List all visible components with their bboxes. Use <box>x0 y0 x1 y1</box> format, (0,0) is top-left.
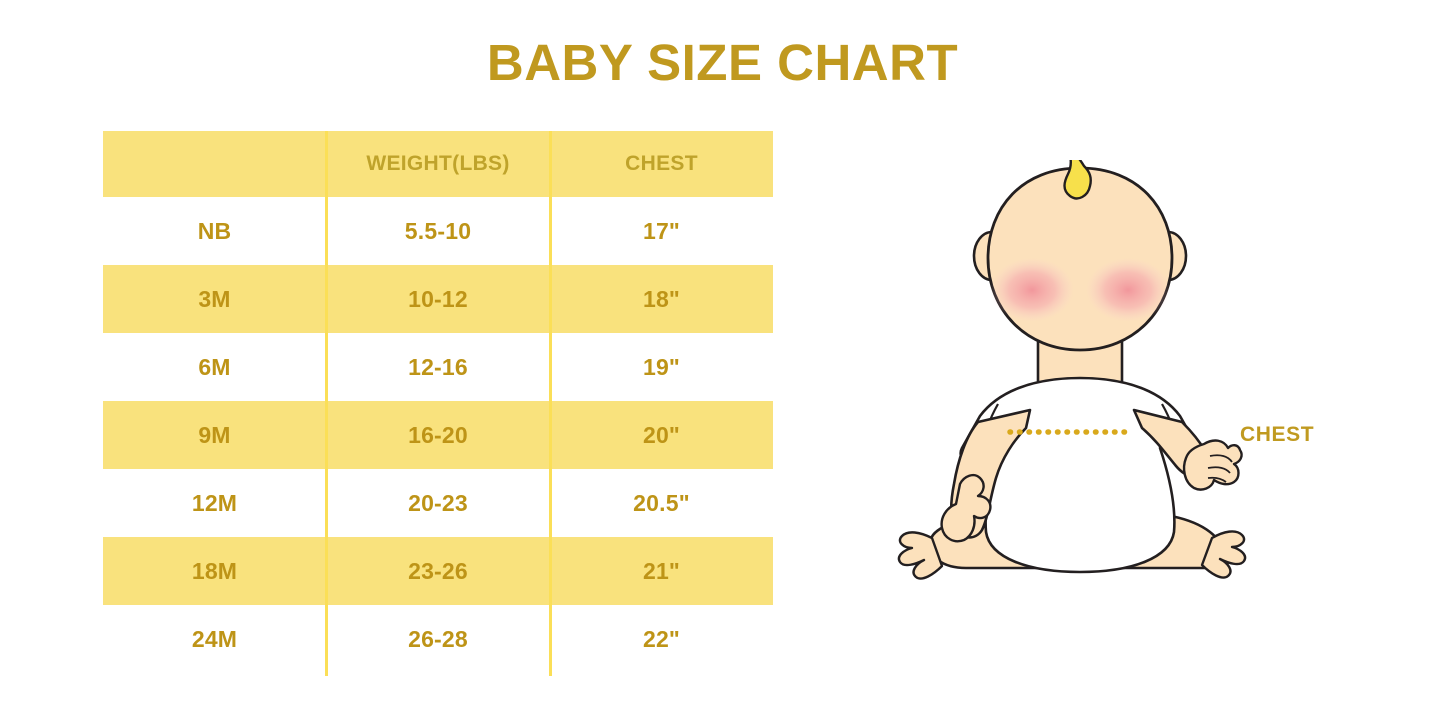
table-row: 6M 12-16 19" <box>103 333 773 401</box>
baby-left-arm <box>940 408 1032 543</box>
baby-cheek-left <box>990 258 1074 322</box>
table-row: 3M 10-12 18" <box>103 265 773 333</box>
cell-weight: 5.5-10 <box>404 217 472 244</box>
table-row: 12M 20-23 20.5" <box>103 469 773 537</box>
chest-measurement-label: CHEST <box>1240 423 1315 446</box>
size-chart-table: WEIGHT(LBS) CHEST NB 5.5-10 17" 3M 10-12… <box>103 131 773 676</box>
column-divider-2 <box>549 131 552 676</box>
cell-chest: 17" <box>642 217 681 244</box>
header-cell-chest: CHEST <box>625 152 698 175</box>
cell-chest: 19" <box>642 353 681 380</box>
baby-hair-curl <box>1063 160 1092 200</box>
baby-right-arm <box>1132 408 1243 491</box>
cell-size: 6M <box>198 353 231 380</box>
cell-chest: 20" <box>642 421 681 448</box>
table-row: NB 5.5-10 17" <box>103 197 773 265</box>
cell-weight: 23-26 <box>408 557 468 584</box>
cell-size: NB <box>197 217 232 244</box>
cell-chest: 20.5" <box>633 489 690 516</box>
page-title: BABY SIZE CHART <box>486 34 959 91</box>
cell-weight: 20-23 <box>408 489 468 516</box>
cell-chest: 22" <box>642 625 681 652</box>
cell-weight: 12-16 <box>408 353 468 380</box>
table-row: 18M 23-26 21" <box>103 537 773 605</box>
cell-size: 9M <box>198 421 231 448</box>
cell-size: 18M <box>191 557 238 584</box>
baby-head <box>972 160 1188 352</box>
cell-size: 12M <box>191 489 238 516</box>
baby-illustration <box>880 160 1280 600</box>
cell-size: 24M <box>191 625 238 652</box>
cell-weight: 16-20 <box>408 421 468 448</box>
table-header-row: WEIGHT(LBS) CHEST <box>103 131 773 197</box>
cell-size: 3M <box>198 285 231 312</box>
table-row: 9M 16-20 20" <box>103 401 773 469</box>
cell-weight: 10-12 <box>408 285 468 312</box>
cell-chest: 18" <box>642 285 681 312</box>
column-divider-1 <box>325 131 328 676</box>
cell-chest: 21" <box>642 557 681 584</box>
table-row: 24M 26-28 22" <box>103 605 773 673</box>
baby-cheek-right <box>1086 258 1170 322</box>
cell-weight: 26-28 <box>408 625 468 652</box>
header-cell-weight: WEIGHT(LBS) <box>366 152 510 175</box>
